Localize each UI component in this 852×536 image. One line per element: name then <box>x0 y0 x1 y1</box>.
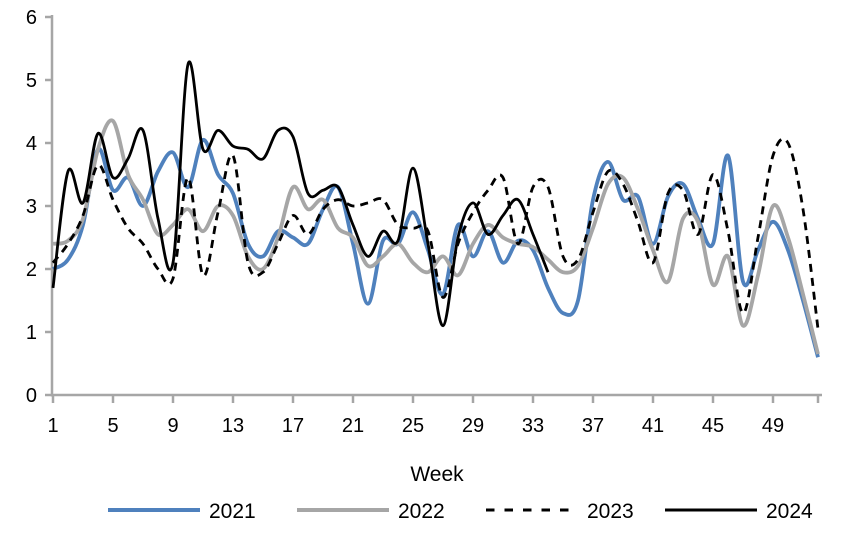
x-axis-tick-label: 25 <box>402 415 424 437</box>
legend-label-2024: 2024 <box>766 500 813 523</box>
x-axis-tick-label: 49 <box>762 415 784 437</box>
x-axis-tick-label: 1 <box>47 415 58 437</box>
series-lines <box>51 60 820 358</box>
series-line-2022 <box>52 118 820 355</box>
x-axis-tick-label: 13 <box>222 415 244 437</box>
legend-label-2021: 2021 <box>209 500 256 523</box>
legend-item-2022: 2022 <box>297 500 445 523</box>
x-axis-tick-label: 9 <box>167 415 178 437</box>
series-line-2023 <box>51 137 820 330</box>
x-axis-tick-label: 17 <box>282 415 304 437</box>
y-axis-tick-label: 1 <box>26 322 37 344</box>
x-axis-tick-label: 29 <box>462 415 484 437</box>
y-axis-tick-label: 2 <box>26 259 37 281</box>
y-axis-tick-label: 3 <box>26 196 37 218</box>
legend-item-2024: 2024 <box>665 500 813 523</box>
y-axis-tick-label: 0 <box>26 385 37 407</box>
y-axis-tick-label: 4 <box>26 133 37 155</box>
x-axis-tick-label: 21 <box>342 415 364 437</box>
legend-label-2023: 2023 <box>587 500 634 523</box>
x-axis-tick-label: 37 <box>582 415 604 437</box>
x-axis-title: Week <box>410 463 464 486</box>
series-line-2024 <box>51 60 550 328</box>
x-axis-tick-label: 5 <box>107 415 118 437</box>
legend-label-2022: 2022 <box>398 500 445 523</box>
legend: 2021 2022 2023 2024 <box>108 500 813 523</box>
y-axis-tick-label: 6 <box>26 7 37 29</box>
legend-item-2021: 2021 <box>108 500 256 523</box>
x-axis-tick-label: 45 <box>702 415 724 437</box>
legend-item-2023: 2023 <box>486 500 634 523</box>
x-axis-tick-label: 33 <box>522 415 544 437</box>
x-axis-tick-label: 41 <box>642 415 664 437</box>
y-axis-tick-label: 5 <box>26 70 37 92</box>
